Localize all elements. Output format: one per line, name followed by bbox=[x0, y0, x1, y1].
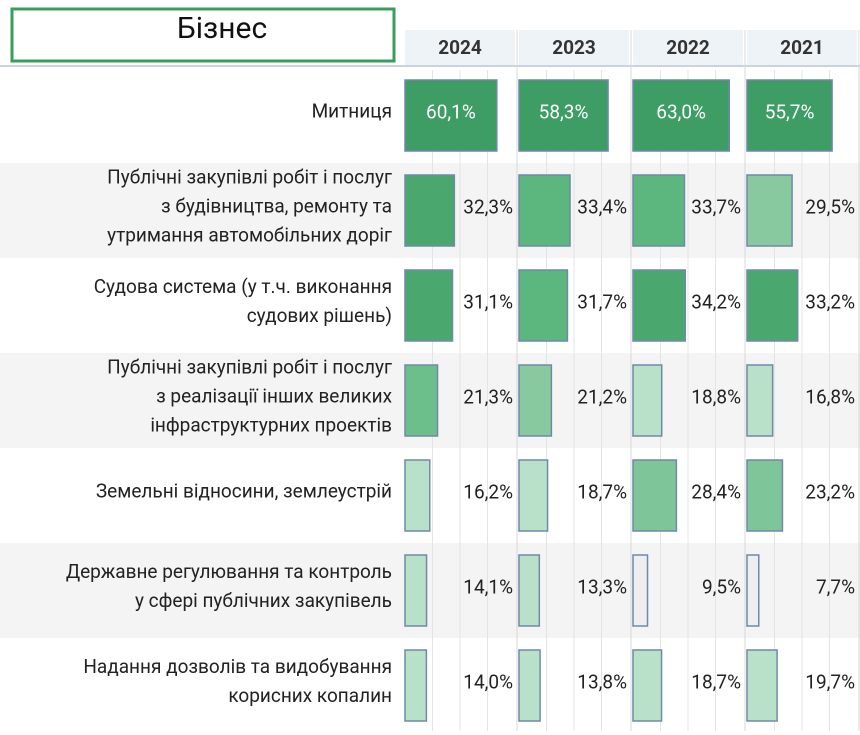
value-label: 31,7% bbox=[577, 291, 627, 314]
bar bbox=[632, 649, 663, 722]
chart-title: Бізнес bbox=[177, 11, 267, 46]
category-label: Надання дозволів та видобування корисних … bbox=[83, 655, 392, 707]
category-label: Судова система (у т.ч. виконання судових … bbox=[94, 275, 392, 327]
bar bbox=[632, 459, 678, 532]
bar bbox=[404, 364, 439, 437]
category-label: Митниця bbox=[312, 100, 392, 123]
value-label: 14,1% bbox=[463, 576, 513, 599]
bar bbox=[404, 459, 431, 532]
value-label: 19,7% bbox=[805, 671, 855, 694]
value-label: 14,0% bbox=[463, 671, 513, 694]
value-label: 34,2% bbox=[691, 291, 741, 314]
bar bbox=[746, 459, 784, 532]
bar bbox=[746, 79, 833, 152]
bar bbox=[746, 269, 799, 342]
bar bbox=[518, 554, 541, 627]
bar bbox=[746, 649, 778, 722]
value-label: 7,7% bbox=[816, 576, 855, 599]
value-label: 18,8% bbox=[691, 386, 741, 409]
value-label: 21,2% bbox=[577, 386, 627, 409]
value-label: 16,2% bbox=[463, 481, 513, 504]
value-label: 60,1% bbox=[426, 101, 476, 124]
value-label: 16,8% bbox=[805, 386, 855, 409]
bar bbox=[632, 554, 649, 627]
bar bbox=[404, 649, 428, 722]
category-label: Державне регулювання та контроль у сфері … bbox=[66, 560, 392, 612]
bar bbox=[404, 554, 428, 627]
bar bbox=[518, 269, 569, 342]
column-header-label: 2023 bbox=[552, 36, 596, 59]
bar bbox=[518, 459, 549, 532]
bar bbox=[746, 364, 774, 437]
value-label: 18,7% bbox=[577, 481, 627, 504]
value-label: 9,5% bbox=[702, 576, 741, 599]
value-label: 23,2% bbox=[805, 481, 855, 504]
bar bbox=[746, 554, 760, 627]
value-label: 28,4% bbox=[691, 481, 741, 504]
column-header-label: 2021 bbox=[780, 36, 824, 59]
bar bbox=[518, 364, 553, 437]
bar bbox=[632, 79, 730, 152]
column-header-label: 2022 bbox=[666, 36, 710, 59]
value-label: 31,1% bbox=[463, 291, 513, 314]
value-label: 32,3% bbox=[463, 196, 513, 219]
bar bbox=[632, 174, 686, 247]
value-label: 29,5% bbox=[805, 196, 855, 219]
value-label: 33,2% bbox=[805, 291, 855, 314]
category-label: Публічні закупівлі робіт і послуг з реалі… bbox=[107, 356, 392, 437]
value-label: 58,3% bbox=[539, 101, 589, 124]
bar bbox=[746, 174, 793, 247]
bar bbox=[404, 79, 498, 152]
column-header bbox=[633, 30, 743, 65]
column-header bbox=[405, 30, 515, 65]
bar bbox=[404, 269, 454, 342]
bar bbox=[518, 174, 571, 247]
bar bbox=[404, 174, 456, 247]
value-label: 55,7% bbox=[765, 101, 815, 124]
row-band bbox=[0, 543, 860, 638]
bar bbox=[518, 79, 609, 152]
value-label: 33,4% bbox=[577, 196, 627, 219]
value-label: 21,3% bbox=[463, 386, 513, 409]
column-header-label: 2024 bbox=[438, 36, 482, 59]
bar bbox=[632, 364, 663, 437]
value-label: 18,7% bbox=[691, 671, 741, 694]
value-label: 63,0% bbox=[656, 101, 706, 124]
bar bbox=[518, 649, 541, 722]
column-header bbox=[747, 30, 857, 65]
category-label: Земельні відносини, землеустрій bbox=[96, 480, 392, 503]
value-label: 33,7% bbox=[691, 196, 741, 219]
category-label: Публічні закупівлі робіт і послуг з будів… bbox=[107, 166, 392, 247]
value-label: 13,3% bbox=[577, 576, 627, 599]
bar bbox=[632, 269, 686, 342]
title-box bbox=[10, 7, 396, 63]
column-header bbox=[519, 30, 629, 65]
value-label: 13,8% bbox=[577, 671, 627, 694]
